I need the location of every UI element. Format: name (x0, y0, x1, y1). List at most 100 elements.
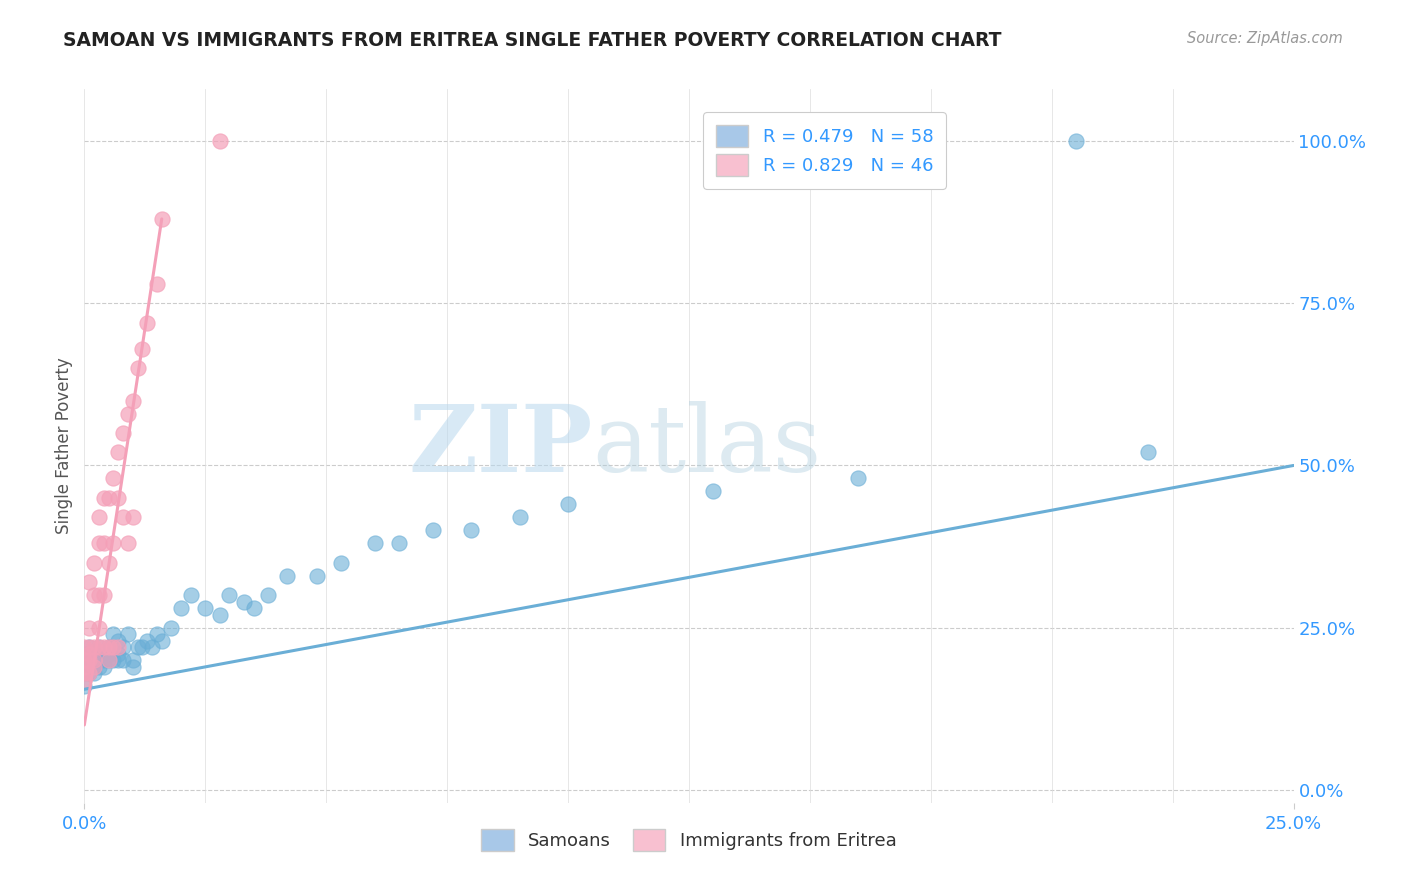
Point (170, 601, 193, 615)
Point (557, 497, 579, 511)
Point (83, 653, 105, 667)
Point (77, 575, 100, 590)
Point (83, 653, 105, 667)
Point (103, 653, 125, 667)
Point (97, 647, 120, 661)
Point (77, 666, 100, 681)
Point (97, 640, 120, 654)
Point (73, 653, 96, 667)
Text: Source: ZipAtlas.com: Source: ZipAtlas.com (1187, 31, 1343, 46)
Point (93, 536, 115, 550)
Point (77, 659, 100, 673)
Point (87, 510, 110, 524)
Point (146, 277, 169, 291)
Point (97, 653, 120, 667)
Point (83, 647, 105, 661)
Point (87, 536, 110, 550)
Point (97, 653, 120, 667)
Point (257, 588, 280, 602)
Point (150, 211, 173, 226)
Point (93, 491, 115, 505)
Point (363, 536, 385, 550)
Point (107, 653, 129, 667)
Point (83, 640, 105, 654)
Point (87, 653, 110, 667)
Point (93, 659, 115, 673)
Point (509, 510, 531, 524)
Point (1137, 445, 1160, 459)
Text: SAMOAN VS IMMIGRANTS FROM ERITREA SINGLE FATHER POVERTY CORRELATION CHART: SAMOAN VS IMMIGRANTS FROM ERITREA SINGLE… (63, 31, 1001, 50)
Point (77, 666, 100, 681)
Point (112, 510, 135, 524)
Point (242, 601, 264, 615)
Point (112, 640, 135, 654)
Point (127, 640, 149, 654)
Point (107, 491, 129, 505)
Point (218, 588, 240, 602)
Point (73, 659, 96, 673)
Point (73, 640, 96, 654)
Point (77, 640, 100, 654)
Point (77, 640, 100, 654)
Point (83, 588, 105, 602)
Point (107, 647, 129, 661)
Point (83, 556, 105, 570)
Text: ZIP: ZIP (408, 401, 592, 491)
Point (150, 633, 173, 648)
Point (93, 640, 115, 654)
Point (93, 647, 115, 661)
Point (107, 633, 129, 648)
Point (136, 316, 159, 330)
Point (131, 342, 153, 356)
Point (103, 640, 125, 654)
Point (87, 640, 110, 654)
Point (141, 640, 163, 654)
Point (117, 407, 139, 421)
Point (83, 659, 105, 673)
Point (77, 647, 100, 661)
Point (117, 536, 139, 550)
Point (208, 134, 231, 148)
Text: atlas: atlas (592, 401, 821, 491)
Point (846, 471, 869, 485)
Point (136, 633, 159, 648)
Point (73, 679, 96, 693)
Point (87, 653, 110, 667)
Point (97, 640, 120, 654)
Point (194, 601, 217, 615)
Point (329, 556, 352, 570)
Y-axis label: Single Father Poverty: Single Father Poverty (55, 358, 73, 534)
Point (121, 653, 143, 667)
Point (77, 653, 100, 667)
Point (73, 666, 96, 681)
Point (73, 666, 96, 681)
Point (87, 588, 110, 602)
Point (77, 621, 100, 635)
Point (233, 595, 256, 609)
Point (103, 471, 125, 485)
Point (127, 361, 149, 376)
Point (87, 659, 110, 673)
Point (121, 659, 143, 673)
Legend: Samoans, Immigrants from Eritrea: Samoans, Immigrants from Eritrea (474, 822, 904, 858)
Point (276, 568, 298, 582)
Point (107, 445, 129, 459)
Point (460, 524, 482, 538)
Point (160, 621, 183, 635)
Point (112, 653, 135, 667)
Point (87, 621, 110, 635)
Point (97, 556, 120, 570)
Point (93, 588, 115, 602)
Point (93, 653, 115, 667)
Point (121, 510, 143, 524)
Point (103, 536, 125, 550)
Point (422, 524, 444, 538)
Point (208, 607, 231, 622)
Point (1064, 134, 1087, 148)
Point (702, 484, 724, 499)
Point (131, 640, 153, 654)
Point (97, 491, 120, 505)
Point (73, 673, 96, 687)
Point (83, 666, 105, 681)
Point (146, 627, 169, 641)
